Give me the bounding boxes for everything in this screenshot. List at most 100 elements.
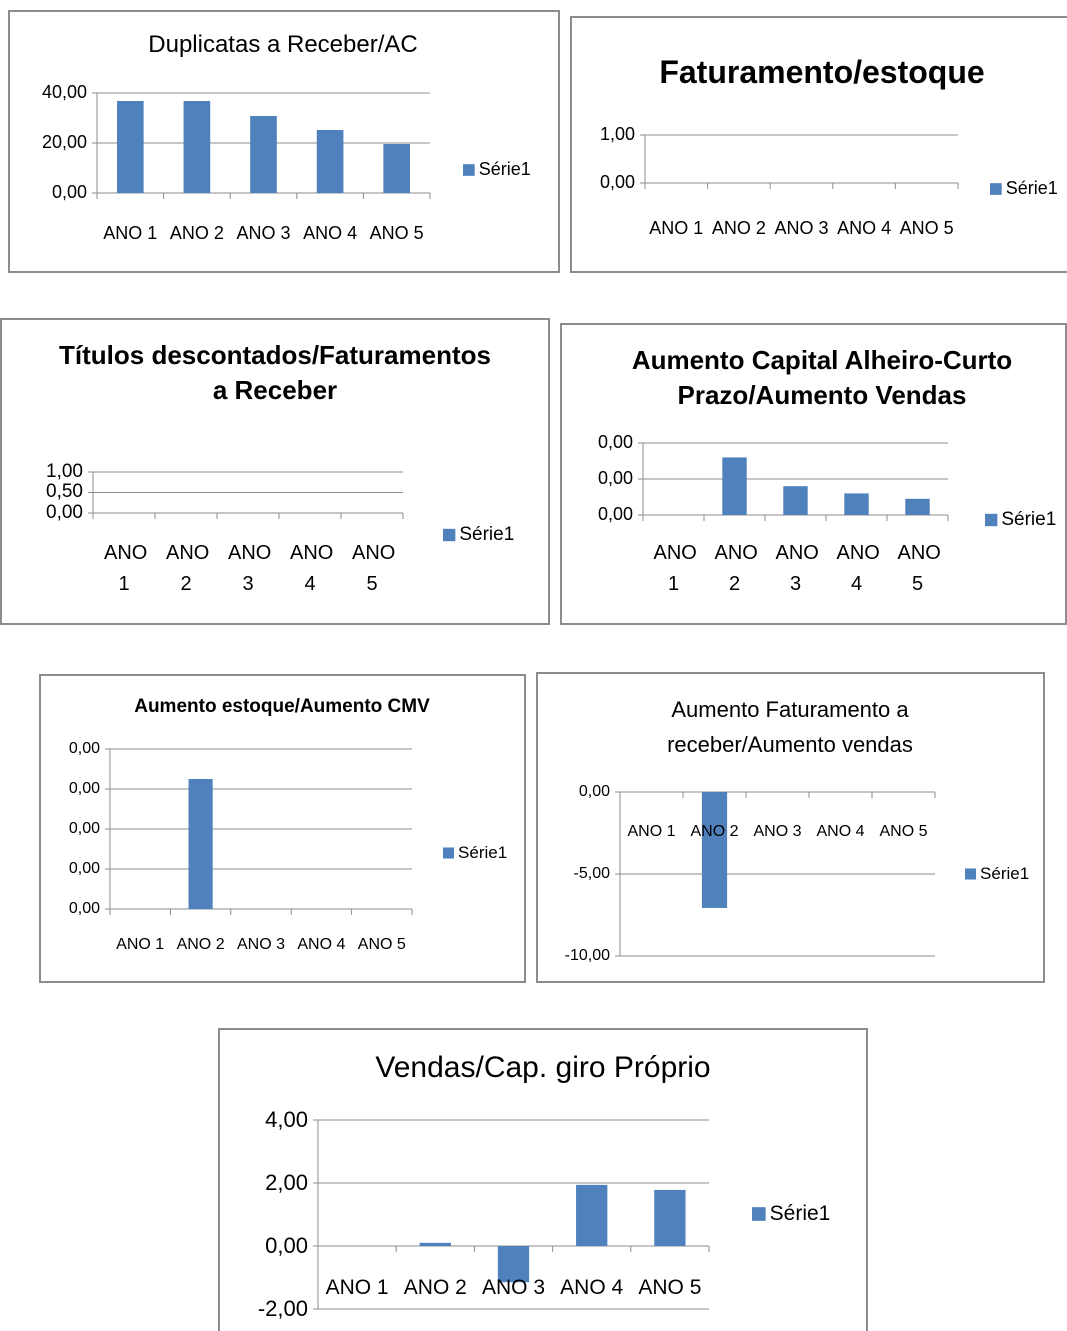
x-tick-label: ANO 4 bbox=[836, 541, 880, 595]
legend-swatch bbox=[985, 513, 998, 527]
bar bbox=[783, 486, 808, 515]
y-tick-label: 0,00 bbox=[68, 780, 100, 798]
y-tick-label: 0,00 bbox=[68, 860, 100, 878]
bar bbox=[576, 1184, 608, 1246]
x-tick-label: ANO 5 bbox=[899, 218, 954, 238]
y-tick-label: -2,00 bbox=[257, 1295, 308, 1321]
bar bbox=[116, 101, 144, 193]
bar bbox=[316, 130, 344, 193]
bar bbox=[654, 1189, 686, 1246]
legend-label: Série1 bbox=[769, 1202, 831, 1226]
x-tick-label: ANO 5 bbox=[369, 223, 424, 243]
legend-swatch bbox=[463, 164, 475, 176]
x-tick-label: ANO 2 bbox=[714, 541, 758, 595]
x-tick-label: ANO 2 bbox=[176, 936, 225, 953]
bar bbox=[497, 1246, 530, 1283]
x-tick-label: ANO 2 bbox=[711, 218, 766, 238]
chart-frame bbox=[218, 1028, 868, 1331]
y-tick-label: 0,00 bbox=[597, 504, 633, 525]
chart-frame bbox=[536, 672, 1045, 983]
x-tick-label: ANO 4 bbox=[290, 541, 334, 595]
x-tick-label: ANO 5 bbox=[352, 541, 396, 595]
bar bbox=[183, 101, 211, 193]
bar bbox=[383, 144, 411, 193]
chart-frame bbox=[8, 10, 560, 273]
x-tick-label: ANO 2 bbox=[403, 1276, 467, 1299]
legend-label: Série1 bbox=[459, 523, 515, 545]
x-tick-label: ANO 1 bbox=[104, 541, 148, 595]
chart-title: Títulos descontados/Faturamentos a Receb… bbox=[59, 339, 491, 405]
x-tick-label: ANO 1 bbox=[103, 223, 158, 243]
x-tick-label: ANO 4 bbox=[297, 936, 346, 953]
legend-swatch bbox=[443, 528, 456, 542]
y-tick-label: 0,00 bbox=[578, 783, 610, 801]
legend-label: Série1 bbox=[1005, 178, 1058, 199]
y-tick-label: 0,00 bbox=[265, 1232, 308, 1258]
y-tick-label: 20,00 bbox=[41, 132, 87, 153]
chart-title: Aumento estoque/Aumento CMV bbox=[134, 696, 430, 717]
x-tick-label: ANO 2 bbox=[166, 541, 210, 595]
x-tick-label: ANO 4 bbox=[837, 218, 892, 238]
x-tick-label: ANO 3 bbox=[228, 541, 272, 595]
bar bbox=[250, 116, 277, 193]
y-tick-label: 2,00 bbox=[265, 1169, 308, 1195]
legend-swatch bbox=[752, 1207, 766, 1221]
x-tick-label: ANO 1 bbox=[653, 541, 697, 595]
y-tick-label: 0,00 bbox=[68, 820, 100, 838]
legend-swatch bbox=[443, 847, 455, 859]
x-tick-label: ANO 5 bbox=[897, 541, 941, 595]
y-tick-label: 0,00 bbox=[46, 501, 83, 523]
x-tick-label: ANO 4 bbox=[303, 223, 358, 243]
bar bbox=[905, 498, 930, 515]
y-tick-label: 0,00 bbox=[597, 432, 633, 453]
bar bbox=[722, 457, 747, 515]
x-tick-label: ANO 3 bbox=[236, 223, 291, 243]
x-tick-label: ANO 1 bbox=[649, 218, 704, 238]
y-tick-label: -10,00 bbox=[564, 947, 610, 965]
x-tick-label: ANO 5 bbox=[638, 1276, 702, 1299]
y-tick-label: 4,00 bbox=[265, 1106, 308, 1132]
y-tick-label: 1,00 bbox=[599, 124, 635, 145]
y-tick-label: 0,00 bbox=[68, 740, 100, 758]
y-tick-label: 0,00 bbox=[68, 900, 100, 918]
chart-title: Vendas/Cap. giro Próprio bbox=[375, 1051, 711, 1084]
legend-label: Série1 bbox=[1001, 508, 1057, 530]
x-tick-label: ANO 1 bbox=[325, 1276, 389, 1299]
x-tick-label: ANO 2 bbox=[690, 823, 739, 840]
y-tick-label: 0,00 bbox=[599, 172, 635, 193]
bar bbox=[188, 779, 213, 909]
x-tick-label: ANO 4 bbox=[816, 823, 865, 840]
bar bbox=[419, 1242, 451, 1246]
chart-title: Aumento Faturamento a receber/Aumento ve… bbox=[667, 696, 913, 757]
legend-swatch bbox=[990, 183, 1002, 195]
chart-frame bbox=[560, 323, 1067, 625]
y-tick-label: 0,00 bbox=[597, 468, 633, 489]
x-tick-label: ANO 3 bbox=[775, 541, 819, 595]
y-tick-label: 40,00 bbox=[41, 82, 87, 103]
x-tick-label: ANO 1 bbox=[627, 823, 676, 840]
x-tick-label: ANO 3 bbox=[481, 1276, 546, 1299]
x-tick-label: ANO 1 bbox=[116, 936, 165, 953]
y-tick-label: 1,00 bbox=[46, 460, 83, 482]
chart-frame bbox=[570, 16, 1067, 273]
legend-label: Série1 bbox=[458, 842, 508, 862]
legend-swatch bbox=[965, 868, 977, 880]
x-tick-label: ANO 5 bbox=[357, 936, 406, 953]
x-tick-label: ANO 4 bbox=[560, 1276, 624, 1299]
bar bbox=[844, 493, 869, 515]
chart-title: Aumento Capital Alheiro-Curto Prazo/Aume… bbox=[631, 344, 1013, 410]
y-tick-label: 0,00 bbox=[51, 182, 87, 203]
x-tick-label: ANO 2 bbox=[169, 223, 224, 243]
legend-label: Série1 bbox=[478, 159, 531, 180]
chart-title: Duplicatas a Receber/AC bbox=[148, 31, 418, 58]
x-tick-label: ANO 3 bbox=[774, 218, 829, 238]
y-tick-label: -5,00 bbox=[573, 865, 610, 883]
x-tick-label: ANO 3 bbox=[236, 936, 285, 953]
legend-label: Série1 bbox=[980, 863, 1030, 883]
chart-title: Faturamento/estoque bbox=[659, 54, 985, 90]
y-tick-label: 0,50 bbox=[46, 481, 83, 503]
bar bbox=[701, 792, 728, 908]
x-tick-label: ANO 3 bbox=[753, 823, 802, 840]
